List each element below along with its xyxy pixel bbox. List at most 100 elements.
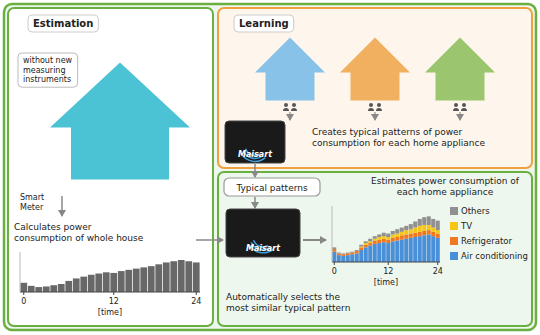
- person-head: [462, 103, 466, 107]
- y-axis-line: [332, 206, 333, 262]
- bar-segment: [431, 228, 435, 232]
- bar-segment: [422, 231, 426, 235]
- text-line: Automatically selects the: [226, 292, 340, 302]
- bar-segment: [404, 239, 408, 262]
- bar-segment: [413, 233, 417, 237]
- chart-title: Estimates power consumption ofeach home …: [371, 176, 520, 197]
- text-line: Estimation: [33, 18, 93, 29]
- bar-segment: [373, 240, 377, 243]
- bar-segment: [373, 239, 377, 241]
- person-head: [292, 103, 296, 107]
- bar: [103, 272, 110, 292]
- bar: [163, 262, 170, 292]
- bar-segment: [364, 245, 368, 248]
- bar-segment: [436, 230, 440, 233]
- process-note: Creates typical patterns of powerconsump…: [312, 127, 485, 148]
- bar-segment: [341, 253, 345, 255]
- panel-title: Estimation: [33, 18, 93, 29]
- text-line: 0: [21, 297, 26, 306]
- chart-title: Calculates powerconsumption of whole hou…: [14, 222, 144, 243]
- text-line: consumption for each home appliance: [312, 138, 485, 148]
- person-body: [283, 108, 289, 111]
- bar-segment: [422, 217, 426, 225]
- text-line: 24: [433, 267, 443, 276]
- bar-segment: [409, 234, 413, 238]
- x-axis-line: [20, 292, 200, 293]
- bar-segment: [359, 245, 363, 247]
- text-line: measuring: [23, 66, 66, 75]
- text-line: Air conditioning: [461, 251, 528, 261]
- x-tick-label: 24: [433, 267, 443, 276]
- maisart-box: Maisart: [226, 209, 300, 257]
- bar-segment: [391, 231, 395, 234]
- panel-title: Estimation: [28, 15, 98, 32]
- bar-segment: [422, 225, 426, 231]
- bar-segment: [359, 247, 363, 250]
- bar-segment: [346, 252, 350, 254]
- person-body: [291, 108, 297, 111]
- flow-arrow: [61, 196, 63, 216]
- x-tick: [23, 292, 24, 295]
- person-icon: [453, 103, 467, 111]
- legend: OthersTVRefrigeratorAir conditioning: [450, 206, 528, 261]
- house-icon: [340, 38, 410, 101]
- bar-segment: [355, 250, 359, 251]
- bar-segment: [413, 237, 417, 262]
- bar: [95, 274, 102, 292]
- bar-segment: [364, 241, 368, 243]
- bar: [110, 273, 117, 292]
- x-axis-label: [time]: [374, 278, 398, 287]
- bar-chart: 01224[time]: [20, 252, 201, 317]
- bar-segment: [377, 240, 381, 243]
- bar-chart: 01224[time]: [332, 206, 443, 287]
- plot-area: [332, 216, 440, 262]
- bar: [178, 260, 185, 292]
- bar-segment: [332, 249, 336, 252]
- legend-label: Others: [461, 206, 490, 216]
- flow-arrow: [254, 164, 256, 177]
- bar-segment: [431, 219, 435, 228]
- bar: [58, 284, 65, 292]
- person-body: [368, 108, 374, 111]
- result-panel: [218, 172, 532, 326]
- legend-swatch: [450, 207, 458, 215]
- bar-segment: [418, 236, 422, 262]
- plot-area: [20, 260, 199, 292]
- process-note: Automatically selects themost similar ty…: [226, 292, 350, 313]
- bar-segment: [427, 234, 431, 262]
- bar-segment: [332, 247, 336, 249]
- bar-segment: [355, 253, 359, 262]
- bar-segment: [346, 253, 350, 254]
- bar-segment: [409, 229, 413, 233]
- text-line: [time]: [98, 308, 122, 317]
- text-line: Maisart: [238, 150, 273, 159]
- bar-segment: [418, 232, 422, 236]
- text-line: Calculates power: [14, 222, 92, 232]
- bar-segment: [337, 255, 341, 262]
- bar-segment: [346, 255, 350, 262]
- bar: [65, 281, 72, 292]
- legend-swatch: [450, 252, 458, 260]
- bar-segment: [386, 234, 390, 237]
- bar-segment: [391, 234, 395, 237]
- text-line: Others: [461, 206, 490, 216]
- bar-segment: [386, 237, 390, 240]
- outer-panel: [4, 4, 536, 330]
- text-line: Maisart: [246, 244, 281, 253]
- note: without newmeasuringinstruments: [23, 56, 73, 84]
- bar-segment: [337, 253, 341, 254]
- x-axis-line: [332, 262, 440, 263]
- text-line: Smart: [20, 193, 44, 202]
- bar-segment: [395, 229, 399, 233]
- bar-segment: [364, 247, 368, 262]
- bar-segment: [404, 234, 408, 238]
- bar-segment: [355, 249, 359, 251]
- house-icon: [425, 38, 495, 101]
- text-line: instruments: [23, 75, 71, 84]
- bar: [28, 286, 35, 292]
- bar-segment: [332, 252, 336, 262]
- typical-patterns-bg: [224, 178, 320, 196]
- bar: [20, 283, 27, 292]
- legend-label: TV: [460, 221, 472, 231]
- legend-swatch: [450, 222, 458, 230]
